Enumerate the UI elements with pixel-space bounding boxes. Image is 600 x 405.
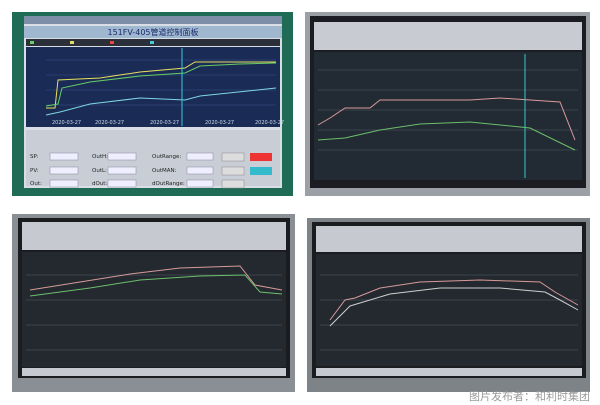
legend-swatch [30,41,34,44]
field-label: Out: [30,181,42,187]
photo-top-right [305,12,590,196]
trend-area [316,254,582,366]
x-label: 2020-03-27 [255,120,284,126]
button [221,166,245,176]
trend-line [317,121,576,151]
x-label: 2020-03-27 [205,120,234,126]
field-label: SP: [30,154,39,160]
legend-swatch [110,41,114,44]
trend-line [329,279,579,321]
button [250,153,272,161]
x-label: 2020-03-27 [150,120,179,126]
trend-line [317,97,576,141]
status-bar [316,368,582,376]
field-label: dOutRange: [152,181,185,187]
trend-area [26,47,280,127]
field-label: OutL: [92,168,107,174]
caption: 图片发布者：和利时集团 [469,389,590,403]
button [250,167,272,175]
button [221,152,245,162]
header [24,26,282,38]
trend-line [329,287,579,327]
grid [320,274,578,351]
trend-line [29,265,283,291]
button [221,179,245,189]
status-bar [22,368,286,376]
field-label: OutH: [92,154,108,160]
title-bar [24,16,282,24]
photo-bottom-left [12,214,295,392]
legend-swatch [150,41,154,44]
fields: SP: OutH: OutRange: PV: OutL: OutMAN: Ou… [30,154,185,187]
field-label: OutMAN: [152,168,177,174]
photo-bottom-right [307,218,590,392]
toolbar [316,226,582,252]
field-label: dOut: [92,181,107,187]
trend-sp [46,61,276,109]
panel-title: 151FV-405管道控制面板 [107,27,198,37]
x-labels: 2020-03-27 2020-03-27 2020-03-27 2020-03… [52,120,284,126]
trend-area [314,52,582,180]
field-label: OutRange: [152,154,181,160]
trend-out [45,87,277,116]
trend-pv [45,62,277,107]
x-label: 2020-03-27 [52,120,81,126]
legend-swatch [70,41,74,44]
toolbar [314,22,582,50]
photo-top-left: 151FV-405管道控制面板 2020-03-27 2020-03-27 20… [12,12,293,196]
trend-line [29,274,283,297]
x-label: 2020-03-27 [95,120,124,126]
value-boxes [49,152,214,188]
toolbar [22,222,286,250]
field-label: PV: [30,168,39,174]
